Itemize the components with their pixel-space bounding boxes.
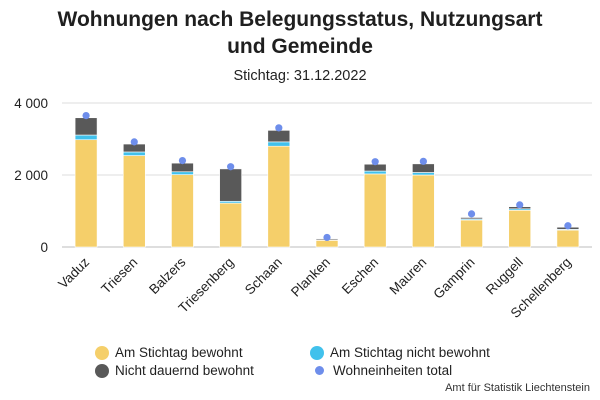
chart-title: Wohnungen nach Belegungsstatus, Nutzungs… <box>0 6 600 60</box>
total-marker <box>227 163 235 171</box>
credits: Amt für Statistik Liechtenstein <box>445 382 590 394</box>
chart-subtitle: Stichtag: 31.12.2022 <box>233 68 367 84</box>
x-tick-label: Eschen <box>339 255 381 297</box>
bar-segment-nicht-dauernd <box>171 162 194 173</box>
legend-swatch-bewohnt <box>95 345 109 360</box>
bar-segment-nicht-dauernd <box>267 130 291 143</box>
bar-segment-bewohnt <box>267 145 291 248</box>
total-marker <box>275 124 283 132</box>
y-tick-label: 4 000 <box>14 96 48 111</box>
total-marker <box>467 210 476 218</box>
x-tick-label: Ruggell <box>483 255 526 298</box>
chart-title-line-2: und Gemeinde <box>227 35 373 58</box>
y-tick-label: 0 <box>40 240 48 255</box>
bar-segment-bewohnt <box>460 219 483 248</box>
total-marker <box>82 112 90 120</box>
bar-segment-bewohnt <box>315 240 339 248</box>
x-tick-label: Planken <box>288 255 333 300</box>
bar-segment-bewohnt <box>219 202 242 248</box>
total-marker <box>419 157 427 165</box>
bar-segment-bewohnt <box>74 139 98 248</box>
legend-label-total: Wohneinheiten total <box>333 363 453 378</box>
legend-item-nicht-dauernd[interactable]: Nicht dauernd bewohnt <box>95 363 254 378</box>
x-tick-label: Gamprin <box>430 255 477 302</box>
bar-segment-nicht-dauernd <box>74 117 98 136</box>
bar-segment-nicht-bewohnt <box>267 141 291 147</box>
legend-label-bewohnt: Am Stichtag bewohnt <box>115 345 243 360</box>
x-tick-label: Mauren <box>387 255 430 298</box>
total-marker <box>130 138 138 146</box>
legend-item-bewohnt[interactable]: Am Stichtag bewohnt <box>95 345 243 360</box>
total-marker <box>178 157 187 165</box>
legend-swatch-nicht-bewohnt <box>310 345 324 360</box>
bar-segment-bewohnt <box>412 174 435 248</box>
bar-segment-nicht-dauernd <box>460 217 483 220</box>
chart-title-line-1: Wohnungen nach Belegungsstatus, Nutzungs… <box>57 8 543 31</box>
legend-item-total[interactable]: Wohneinheiten total <box>313 363 452 378</box>
x-tick-label: Schaan <box>242 255 285 298</box>
y-tick-label: 2 000 <box>14 168 48 183</box>
bar-segment-nicht-bewohnt <box>363 170 387 175</box>
bar-segment-nicht-bewohnt <box>122 151 146 156</box>
legend-label-nicht-bewohnt: Am Stichtag nicht bewohnt <box>330 345 490 360</box>
bar-segment-nicht-bewohnt <box>412 172 435 176</box>
total-marker <box>323 233 331 242</box>
legend-label-nicht-dauernd: Nicht dauernd bewohnt <box>115 363 254 378</box>
bar-segment-bewohnt <box>363 173 387 248</box>
x-tick-label: Vaduz <box>55 254 92 291</box>
total-marker <box>516 201 524 209</box>
legend-swatch-nicht-dauernd <box>95 363 109 378</box>
total-marker <box>371 158 379 166</box>
x-tick-label: Triesen <box>98 255 140 297</box>
bar-segment-nicht-dauernd <box>219 168 242 202</box>
total-marker <box>564 222 572 230</box>
bar-segment-nicht-bewohnt <box>74 134 98 141</box>
bar-segment-bewohnt <box>508 209 532 248</box>
bar-segment-bewohnt <box>556 229 580 248</box>
bar-segment-nicht-bewohnt <box>171 171 194 175</box>
bar-segment-nicht-dauernd <box>412 163 435 173</box>
legend-item-nicht-bewohnt[interactable]: Am Stichtag nicht bewohnt <box>310 345 490 360</box>
x-tick-label: Balzers <box>146 254 189 297</box>
legend-swatch-total <box>315 366 324 375</box>
bar-segment-bewohnt <box>171 174 194 248</box>
bar-segment-bewohnt <box>122 155 146 248</box>
